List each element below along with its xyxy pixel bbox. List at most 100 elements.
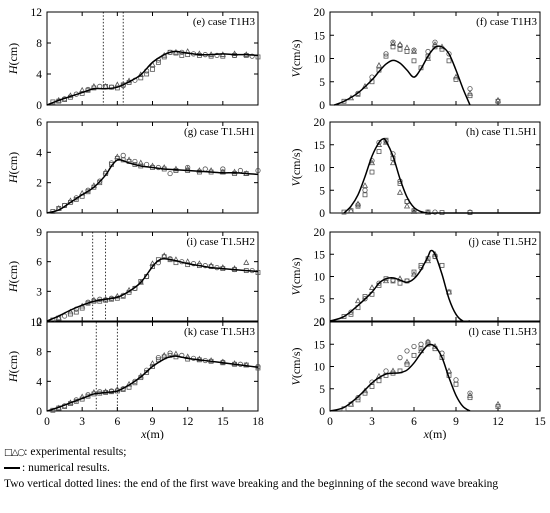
exp-circle-point [108, 84, 115, 90]
x-tick-label: 6 [114, 416, 120, 428]
exp-triangle-point [219, 264, 226, 270]
y-tick-label: 0 [319, 406, 325, 418]
panel-g: 0 2 4 6 H(cm) (g) case T1.5H1 [6, 117, 261, 220]
y-tick-label: 3 [36, 286, 42, 298]
exp-circle-point [467, 209, 473, 215]
y-tick-label: 8 [36, 347, 42, 359]
exp-circle-point [249, 53, 255, 59]
exp-triangle-point [102, 388, 109, 394]
panel-l: 0 3 6 9 12 15 0 5 10 15 20 V(cm/s) x(m) (l) case T1.5… [289, 317, 546, 440]
exp-square-point [404, 361, 410, 367]
y-tick-label: 4 [36, 69, 42, 81]
y-tick-label: 12 [31, 7, 43, 19]
experimental-symbols: □△○ [4, 448, 25, 458]
x-tick-label: 9 [150, 416, 156, 428]
x-tick-label: 12 [182, 416, 194, 428]
y-axis-unit: (cm) [6, 261, 20, 284]
exp-square-point [362, 192, 368, 198]
y-tick-label: 0 [319, 208, 325, 220]
y-tick-label: 0 [36, 316, 42, 328]
exp-circle-point [120, 152, 126, 158]
exp-square-point [495, 404, 501, 409]
exp-triangle-point [114, 153, 121, 160]
exp-circle-point [355, 202, 361, 208]
panel-i: 0 3 6 9 H(cm) (i) case T1.5H2 [6, 227, 261, 328]
exp-square-point [97, 298, 103, 304]
y-axis-variable: V [289, 178, 303, 187]
exp-circle-point [404, 278, 410, 284]
y-axis-label: H(cm) [6, 43, 20, 75]
exp-square-point [341, 98, 347, 104]
y-tick-label: 20 [314, 117, 326, 129]
exp-triangle-point [137, 159, 144, 166]
exp-triangle-point [403, 202, 411, 209]
exp-triangle-point [396, 41, 404, 47]
panel-f: 0 5 10 15 20 V(cm/s) (f) case T1H3 [289, 7, 541, 112]
exp-square-point [144, 370, 150, 375]
exp-triangle-point [354, 200, 362, 207]
exp-circle-point [425, 339, 431, 345]
exp-square-point [376, 378, 382, 384]
numerical-line [343, 137, 540, 214]
numerical-line [329, 249, 471, 323]
exp-triangle-point [161, 351, 168, 358]
x-tick-label: 15 [534, 416, 546, 428]
x-axis-label: x(m) [140, 427, 164, 440]
exp-circle-point [383, 51, 389, 57]
exp-square-point [397, 46, 403, 52]
panel-title: (h) case T1.5H1 [466, 126, 537, 138]
y-tick-label: 9 [36, 227, 42, 239]
numerical-line [46, 257, 259, 322]
exp-triangle-point [114, 292, 121, 299]
y-axis-variable: H [6, 173, 20, 184]
exp-triangle-point [149, 360, 156, 366]
exp-circle-point [355, 395, 361, 401]
y-tick-label: 5 [319, 185, 325, 197]
y-axis-variable: H [6, 282, 20, 293]
exp-triangle-point [354, 297, 362, 304]
y-tick-label: 10 [314, 163, 326, 175]
exp-circle-point [167, 170, 173, 177]
exp-triangle-point [389, 367, 397, 374]
exp-square-point [383, 53, 389, 59]
y-tick-label: 2 [36, 178, 42, 190]
exp-triangle-point [172, 256, 180, 262]
y-axis-unit: (cm) [6, 43, 20, 66]
y-tick-label: 15 [314, 30, 326, 42]
exp-square-point [144, 71, 150, 77]
exp-square-point [179, 53, 185, 58]
exp-triangle-point [231, 265, 238, 271]
panel-title: (i) case T1.5H2 [186, 236, 255, 248]
exp-circle-point [411, 343, 417, 350]
exp-circle-point [411, 47, 417, 53]
exp-circle-point [390, 39, 396, 45]
experimental-label: : experimental results; [24, 446, 127, 458]
x-axis-unit: (m) [147, 427, 164, 440]
exp-circle-point [348, 309, 354, 315]
exp-circle-point [376, 139, 382, 146]
numerical-line [46, 355, 259, 412]
exp-square-point [355, 397, 361, 403]
y-tick-label: 0 [319, 100, 325, 112]
x-tick-label: 9 [453, 416, 459, 428]
y-axis-label: V(cm/s) [289, 347, 303, 385]
exp-square-point [467, 395, 473, 401]
exp-square-point [446, 58, 452, 64]
exp-triangle-point [445, 288, 453, 295]
exp-square-point [255, 270, 261, 275]
exp-circle-point [432, 209, 438, 215]
numerical-line [46, 158, 259, 214]
numerical-line-symbol [4, 467, 20, 470]
panel-title: (f) case T1H3 [476, 16, 537, 28]
y-tick-label: 10 [314, 54, 326, 66]
exp-square-point [362, 390, 368, 396]
exp-triangle-point [125, 156, 133, 163]
y-axis-unit: (cm) [6, 351, 20, 374]
y-tick-label: 6 [36, 117, 42, 129]
y-tick-label: 0 [36, 100, 42, 112]
y-axis-label: V(cm/s) [289, 148, 303, 186]
exp-square-point [369, 169, 375, 175]
panel-title: (g) case T1.5H1 [184, 126, 255, 138]
exp-square-point [425, 53, 431, 59]
